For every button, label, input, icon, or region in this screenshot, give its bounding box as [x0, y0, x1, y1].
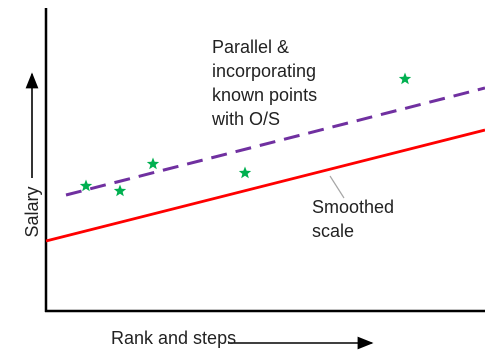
parallel-annotation: Parallel & incorporating known points wi…: [212, 37, 318, 129]
parallel-scale-line: [65, 86, 485, 197]
smoothed-leader-line: [329, 175, 345, 199]
y-axis-title: Salary: [22, 186, 42, 238]
known-point-star-1: [79, 179, 93, 192]
known-points: [79, 72, 412, 197]
smoothed-scale-line: [45, 128, 485, 243]
x-axis-title: Rank and steps: [111, 328, 237, 348]
known-point-star-3: [146, 157, 160, 170]
known-point-star-2: [113, 184, 127, 197]
known-point-star-4: [238, 166, 252, 179]
known-point-star-5: [398, 72, 412, 85]
smoothed-annotation: Smoothed scale: [312, 197, 395, 241]
